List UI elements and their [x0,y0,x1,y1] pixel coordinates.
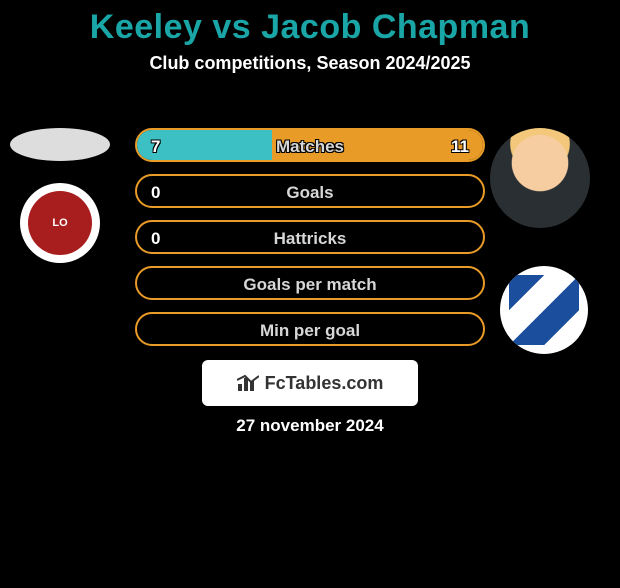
player1-avatar [10,128,110,161]
subtitle: Club competitions, Season 2024/2025 [0,53,620,74]
stat-bar: Goals0 [135,174,485,208]
stat-value-left: 7 [151,130,160,162]
player2-club-badge [500,266,588,354]
stat-label: Min per goal [137,314,483,346]
stat-bar: Min per goal [135,312,485,346]
player1-club-badge: LO [20,183,100,263]
stat-label: Hattricks [137,222,483,254]
date-label: 27 november 2024 [0,416,620,436]
stat-label: Goals per match [137,268,483,300]
stat-bar: Matches7 11 [135,128,485,162]
stat-bar: Hattricks0 [135,220,485,254]
brand-text: FcTables.com [265,373,384,394]
player2-photo [490,128,590,228]
stat-value-right: 11 [451,130,469,162]
stat-bars: Matches711Goals0Hattricks0Goals per matc… [135,128,485,358]
club1-emblem: LO [28,191,92,255]
stat-bar: Goals per match [135,266,485,300]
page-title: Keeley vs Jacob Chapman [0,8,620,47]
stat-label: Goals [137,176,483,208]
stat-value-left: 0 [151,222,160,254]
stat-label: Matches [137,130,483,162]
brand-card: FcTables.com [202,360,418,406]
stat-value-left: 0 [151,176,160,208]
bar-chart-icon [237,374,259,392]
player2-avatar [490,128,590,228]
club2-emblem [509,275,579,345]
